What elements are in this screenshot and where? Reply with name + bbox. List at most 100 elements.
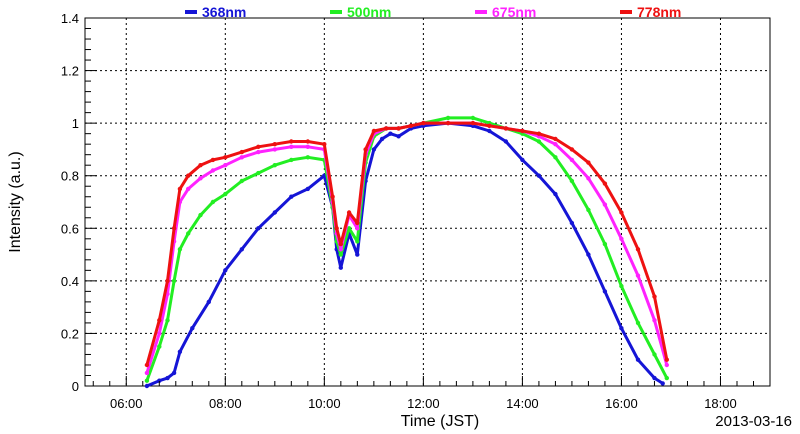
data-point bbox=[289, 194, 294, 199]
data-point bbox=[553, 191, 558, 197]
data-point bbox=[619, 210, 624, 215]
data-point bbox=[346, 210, 352, 215]
data-point bbox=[223, 155, 228, 160]
data-point bbox=[171, 278, 177, 284]
data-point bbox=[198, 212, 203, 218]
data-point bbox=[602, 181, 608, 186]
data-point bbox=[177, 247, 183, 252]
data-point bbox=[371, 147, 377, 152]
data-point bbox=[305, 144, 310, 149]
data-point bbox=[664, 357, 669, 362]
data-point bbox=[355, 239, 360, 244]
data-point bbox=[619, 236, 624, 241]
data-point bbox=[664, 362, 669, 368]
data-point bbox=[177, 186, 183, 192]
legend-label: 778nm bbox=[637, 4, 681, 20]
data-point bbox=[144, 383, 150, 389]
data-point bbox=[186, 173, 191, 178]
x-tick-label: 08:00 bbox=[209, 396, 242, 411]
data-point bbox=[223, 268, 228, 273]
data-point bbox=[305, 139, 310, 144]
data-point bbox=[569, 157, 575, 163]
data-point bbox=[165, 375, 170, 381]
data-point bbox=[190, 326, 195, 331]
data-point bbox=[256, 149, 261, 155]
data-point bbox=[388, 131, 393, 136]
x-tick-label: 12:00 bbox=[407, 396, 440, 411]
data-point bbox=[210, 199, 216, 205]
data-point bbox=[553, 142, 558, 147]
data-point bbox=[569, 178, 575, 184]
data-point bbox=[210, 168, 216, 173]
data-point bbox=[198, 163, 203, 168]
data-point bbox=[171, 370, 177, 376]
data-point bbox=[379, 136, 385, 142]
data-point bbox=[602, 202, 608, 207]
data-point bbox=[553, 136, 558, 142]
data-point bbox=[384, 126, 389, 131]
data-point bbox=[210, 157, 216, 163]
data-point bbox=[536, 173, 542, 178]
data-point bbox=[536, 131, 542, 136]
data-point bbox=[421, 120, 426, 126]
data-point bbox=[652, 352, 657, 357]
data-point bbox=[239, 155, 244, 160]
data-point bbox=[223, 163, 228, 168]
data-point bbox=[144, 378, 150, 383]
data-point bbox=[652, 375, 657, 381]
data-point bbox=[445, 120, 451, 126]
y-tick-label: 0.8 bbox=[61, 169, 79, 184]
data-point bbox=[660, 381, 665, 386]
data-point bbox=[652, 294, 657, 299]
data-point bbox=[338, 252, 343, 257]
data-point bbox=[144, 370, 150, 376]
y-tick-label: 0 bbox=[72, 379, 79, 394]
data-point bbox=[272, 163, 277, 168]
data-point bbox=[396, 126, 401, 131]
data-point bbox=[157, 344, 162, 349]
data-point bbox=[177, 349, 183, 354]
data-point bbox=[445, 115, 451, 121]
data-point bbox=[144, 362, 150, 368]
series-778nm bbox=[144, 120, 669, 368]
data-point bbox=[503, 126, 509, 131]
data-point bbox=[330, 194, 335, 199]
x-axis-title: Time (JST) bbox=[401, 413, 480, 430]
data-point bbox=[198, 176, 203, 181]
y-axis: 0 0.2 0.4 0.6 0.8 1 1.2 1.4 bbox=[61, 11, 97, 394]
data-point bbox=[408, 123, 414, 128]
data-point bbox=[569, 220, 575, 226]
data-point bbox=[206, 299, 211, 305]
data-point bbox=[635, 320, 641, 326]
y-tick-label: 0.4 bbox=[61, 274, 79, 289]
grid bbox=[85, 18, 770, 386]
y-tick-label: 1.4 bbox=[61, 11, 79, 26]
data-point bbox=[256, 170, 261, 176]
data-point bbox=[186, 231, 191, 236]
data-point bbox=[165, 278, 170, 284]
data-point bbox=[553, 155, 558, 160]
data-point bbox=[586, 176, 591, 181]
data-point bbox=[305, 155, 310, 160]
data-point bbox=[619, 283, 624, 289]
series-trace bbox=[145, 121, 669, 366]
data-point bbox=[470, 115, 476, 121]
data-point bbox=[355, 226, 360, 231]
y-tick-label: 1.2 bbox=[61, 64, 79, 79]
y-tick-label: 1 bbox=[72, 116, 79, 131]
data-point bbox=[289, 139, 294, 144]
x-tick-label: 06:00 bbox=[110, 396, 143, 411]
data-point bbox=[503, 139, 509, 144]
data-point bbox=[487, 123, 492, 128]
data-point bbox=[157, 331, 162, 336]
data-point bbox=[586, 160, 591, 165]
data-point bbox=[322, 142, 327, 147]
data-point bbox=[536, 139, 542, 144]
data-point bbox=[487, 128, 492, 134]
data-point bbox=[520, 157, 525, 163]
data-points bbox=[144, 115, 669, 389]
data-point bbox=[602, 241, 608, 247]
data-point bbox=[334, 226, 339, 231]
data-point bbox=[338, 265, 343, 270]
data-point bbox=[338, 241, 343, 247]
